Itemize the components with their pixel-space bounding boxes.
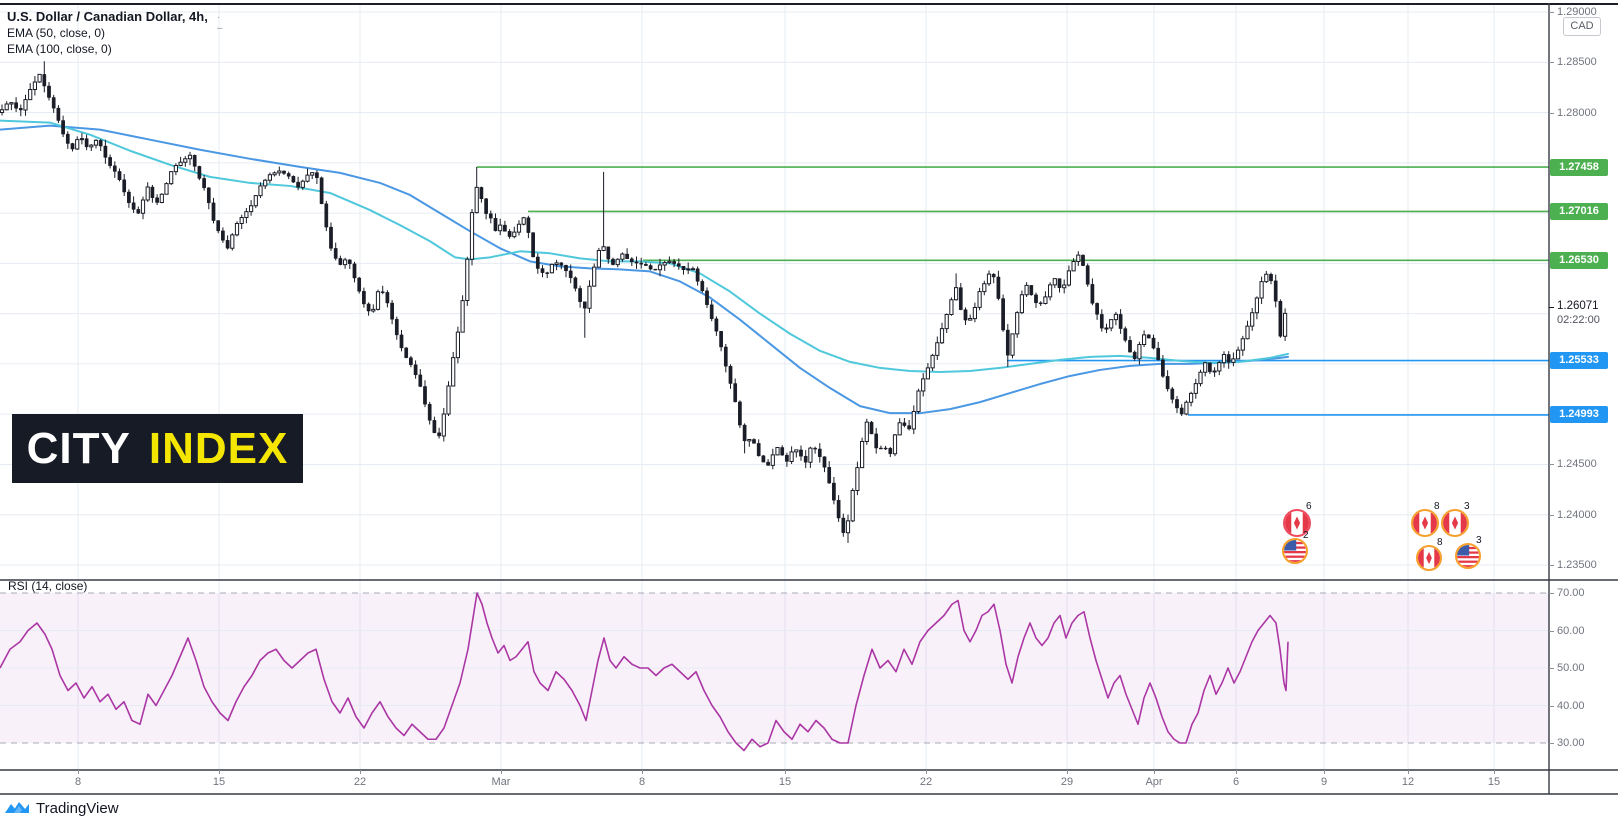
time-axis-tick (360, 770, 361, 774)
event-count-badge: 3 (1464, 501, 1470, 512)
ca-flag-icon (1411, 509, 1439, 537)
rsi-axis-tick (1549, 668, 1554, 669)
rsi-axis-tick (1549, 630, 1554, 632)
time-axis-tick (1408, 770, 1409, 774)
price-axis-label: 1.23500 (1557, 559, 1597, 571)
ca-flag-icon (1416, 545, 1442, 571)
bar-countdown: 02:22:00 (1557, 313, 1600, 326)
city-index-logo: CITY INDEX (12, 414, 303, 483)
time-axis-tick (1324, 770, 1325, 774)
time-axis-label: Apr (1145, 776, 1163, 788)
pane-top-border (0, 3, 1618, 5)
level-price-badge: 1.24993 (1550, 406, 1608, 424)
level-price-badge: 1.27016 (1550, 202, 1608, 220)
time-axis-tick (1494, 770, 1495, 774)
rsi-axis-label: 40.00 (1557, 699, 1585, 712)
price-axis-label: 1.24000 (1557, 508, 1597, 521)
level-price-badge: 1.25533 (1550, 352, 1608, 370)
calendar-event-icon-ca[interactable]: 8 (1415, 537, 1443, 577)
price-scale[interactable]: CAD 1.29000 1.28500 1.28000 1.24500 1.24000 1… (1549, 0, 1618, 794)
calendar-event-icon-ca[interactable]: 3 (1440, 501, 1470, 543)
tradingview-brand-text: TradingView (36, 799, 119, 817)
price-axis-label: 1.28000 (1557, 106, 1597, 119)
event-count-badge: 6 (1306, 501, 1312, 512)
time-axis-tick (926, 770, 927, 774)
time-axis-tick (1236, 770, 1237, 774)
rsi-axis-tick (1549, 705, 1554, 707)
time-axis-tick (642, 770, 643, 774)
price-axis-tick (1549, 464, 1554, 466)
rsi-axis-label: 60.00 (1557, 624, 1585, 637)
event-count-badge: 8 (1437, 537, 1443, 548)
rsi-axis-label: 50.00 (1557, 662, 1585, 674)
time-axis-label: 12 (1401, 776, 1415, 788)
ohlc-placeholder: · – (217, 12, 225, 34)
price-axis-tick (1549, 112, 1554, 114)
time-axis-tick (501, 770, 502, 774)
time-axis-tick (1067, 770, 1068, 774)
time-axis-label: 22 (919, 776, 933, 788)
event-count-badge: 2 (1303, 530, 1309, 541)
tradingview-attribution[interactable]: TradingView (4, 797, 119, 819)
price-axis-label: 1.29000 (1557, 6, 1597, 18)
candles-down (14, 74, 1283, 533)
time-axis-label: 9 (1320, 776, 1328, 788)
calendar-event-icon-ca[interactable]: 8 (1410, 501, 1440, 543)
time-axis-label: 29 (1060, 776, 1074, 788)
level-price-badge: 1.27458 (1550, 158, 1608, 176)
time-axis[interactable]: 8 15 22 Mar 8 15 22 29 Apr 6 9 12 15 (0, 770, 1618, 794)
event-count-badge: 8 (1434, 501, 1440, 512)
last-price-tick (1549, 306, 1554, 308)
indicator-label-ema100: EMA (100, close, 0) (7, 42, 112, 56)
time-axis-label: 15 (212, 776, 226, 788)
ca-flag-icon (1283, 509, 1311, 537)
price-axis-tick (1549, 62, 1554, 64)
calendar-event-icon-ca[interactable]: 6 (1282, 501, 1312, 543)
time-axis-label: 15 (1487, 776, 1501, 788)
rsi-axis-tick (1549, 743, 1554, 744)
price-axis-tick (1549, 514, 1554, 516)
calendar-event-icon-us[interactable]: 2 (1281, 530, 1309, 570)
ca-flag-icon (1441, 509, 1469, 537)
candles-up (0, 73, 1288, 534)
time-axis-tick (219, 770, 220, 774)
rsi-axis-label: 30.00 (1557, 737, 1585, 749)
rsi-axis-tick (1549, 593, 1554, 594)
time-axis-label: 22 (353, 776, 367, 788)
rsi-line (0, 592, 1289, 752)
price-axis-label: 1.28500 (1557, 56, 1597, 69)
tradingview-logo-icon (5, 801, 29, 813)
time-axis-label: 6 (1232, 776, 1240, 788)
price-axis-tick (1549, 12, 1554, 13)
symbol-title: U.S. Dollar / Canadian Dollar, 4h, (7, 9, 208, 24)
indicator-label-ema50: EMA (50, close, 0) (7, 26, 106, 40)
time-axis-tick (78, 770, 79, 774)
us-flag-icon (1282, 538, 1308, 564)
city-index-logo-city: CITY (26, 424, 131, 473)
level-price-badge: 1.26530 (1550, 251, 1608, 269)
price-axis-label: 1.24500 (1557, 458, 1597, 471)
ema100-line (0, 124, 1289, 415)
time-axis-label: 15 (778, 776, 792, 788)
chart-legend: U.S. Dollar / Canadian Dollar, 4h, EMA (… (7, 8, 223, 57)
time-axis-label: Mar (491, 776, 511, 788)
calendar-event-icon-us[interactable]: 3 (1454, 535, 1482, 575)
time-axis-label: 8 (638, 776, 646, 788)
last-price-label: 1.26071 (1557, 299, 1599, 312)
time-axis-tick (1154, 770, 1155, 774)
rsi-indicator-label: RSI (14, close) (8, 579, 88, 593)
time-axis-label: 8 (74, 776, 82, 788)
event-count-badge: 3 (1476, 535, 1482, 546)
time-axis-tick (785, 770, 786, 774)
currency-toggle-button[interactable]: CAD (1563, 17, 1601, 36)
city-index-logo-index: INDEX (148, 424, 289, 473)
us-flag-icon (1455, 543, 1481, 569)
rsi-axis-label: 70.00 (1557, 587, 1585, 599)
price-axis-tick (1549, 565, 1554, 566)
